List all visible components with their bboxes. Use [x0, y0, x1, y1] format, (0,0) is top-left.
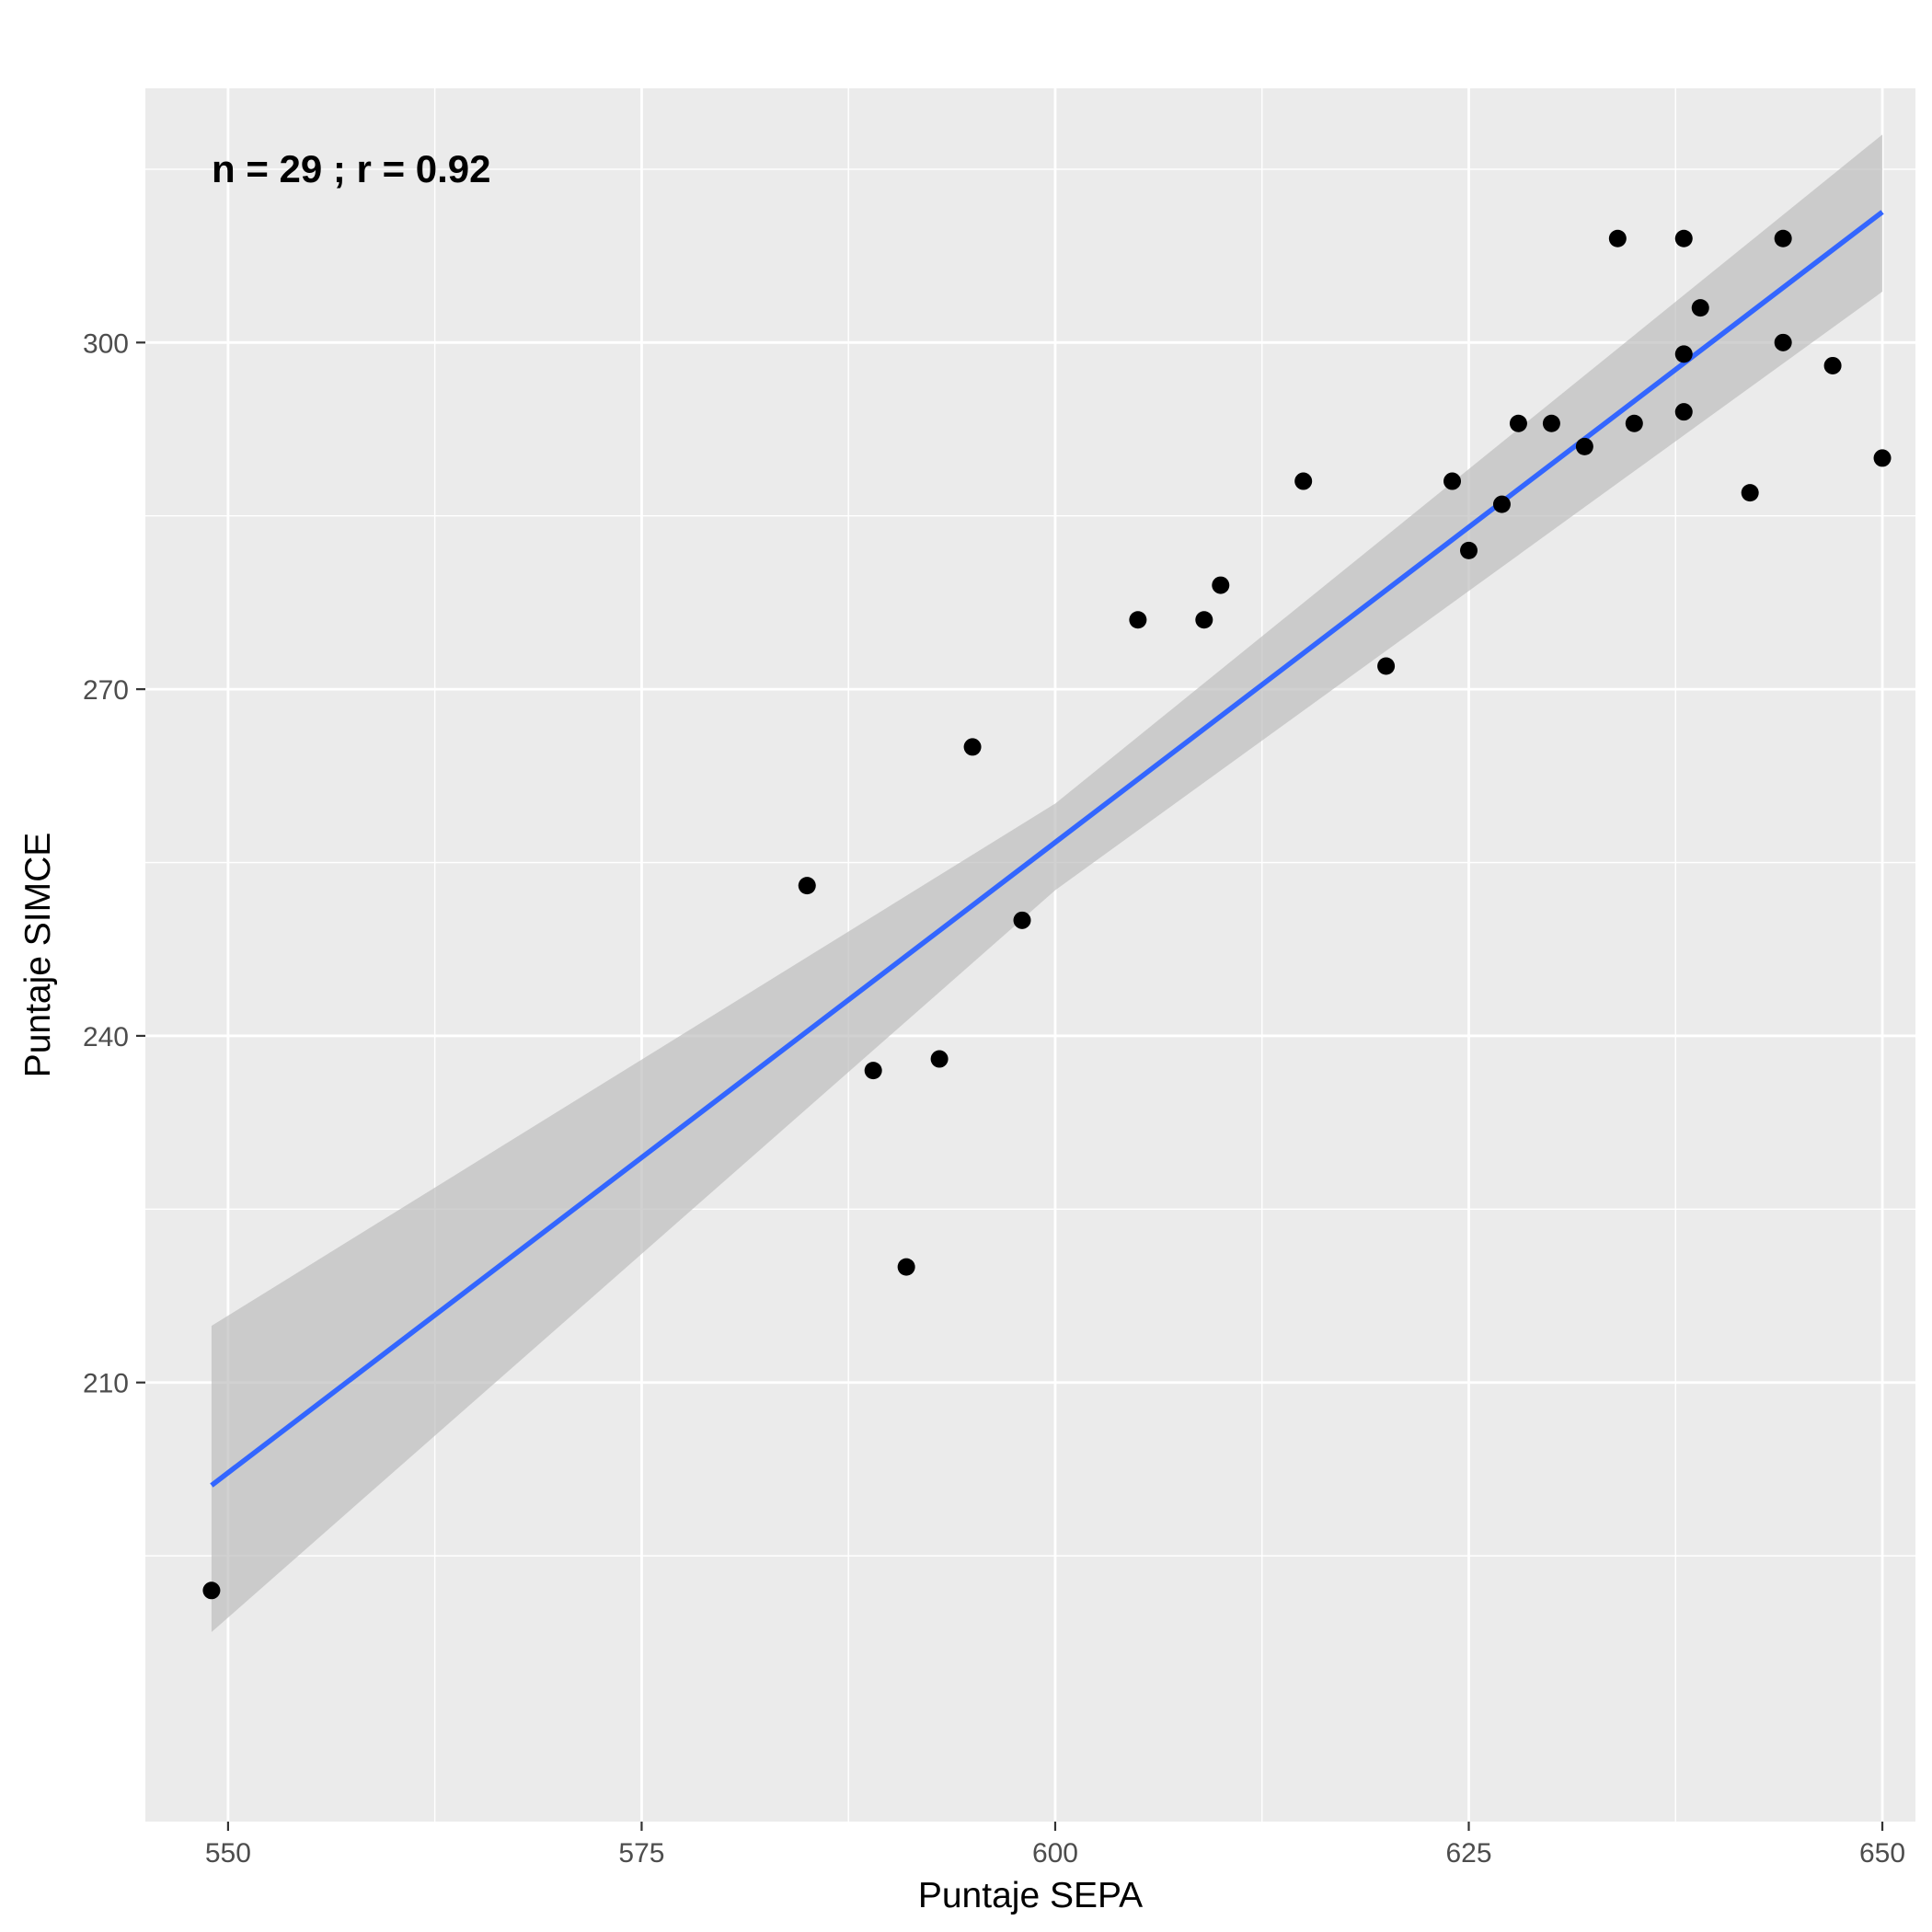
- y-tick-label: 240: [83, 1022, 129, 1052]
- annotation-text: n = 29 ; r = 0.92: [212, 147, 491, 190]
- data-point: [1625, 414, 1643, 432]
- data-point: [1674, 229, 1693, 247]
- data-point: [897, 1258, 915, 1276]
- data-points-layer: [202, 229, 1892, 1600]
- data-point: [1674, 403, 1693, 421]
- data-point: [1823, 356, 1842, 374]
- x-tick-label: 650: [1859, 1838, 1905, 1869]
- data-point: [1741, 484, 1759, 502]
- data-point: [1873, 449, 1892, 467]
- data-point: [963, 738, 982, 756]
- confidence-band: [211, 134, 1883, 1633]
- y-tick-label: 210: [83, 1369, 129, 1399]
- y-tick-label: 270: [83, 675, 129, 706]
- data-point: [1195, 611, 1213, 629]
- data-point: [1509, 414, 1527, 432]
- data-point: [1129, 611, 1147, 629]
- data-point: [798, 877, 816, 895]
- data-point: [930, 1050, 949, 1068]
- data-point: [1608, 229, 1627, 247]
- x-tick-label: 575: [618, 1838, 664, 1869]
- data-point: [1212, 576, 1230, 594]
- x-tick-label: 600: [1032, 1838, 1078, 1869]
- data-point: [1443, 472, 1462, 490]
- x-tick-label: 550: [205, 1838, 251, 1869]
- y-axis-title: Puntaje SIMCE: [18, 833, 58, 1078]
- data-point: [202, 1581, 221, 1600]
- y-tick-label: 300: [83, 328, 129, 359]
- data-point: [1377, 657, 1396, 675]
- fit-line-layer: [210, 210, 1884, 1488]
- fit-line: [210, 210, 1884, 1488]
- x-tick-label: 625: [1445, 1838, 1491, 1869]
- data-point: [1774, 229, 1792, 247]
- data-point: [1691, 299, 1709, 317]
- data-point: [1013, 911, 1031, 929]
- y-axis-ticks: 210 240 270 300: [83, 328, 145, 1399]
- data-point: [1674, 345, 1693, 363]
- confidence-band-layer: [211, 134, 1883, 1633]
- x-axis-ticks: 550 575 600 625 650: [205, 1822, 1905, 1869]
- data-point: [1460, 541, 1478, 559]
- x-axis-title: Puntaje SEPA: [918, 1876, 1143, 1915]
- data-point: [1575, 437, 1593, 455]
- data-point: [1542, 414, 1560, 432]
- data-point: [1774, 333, 1792, 351]
- data-point: [1492, 495, 1511, 513]
- data-point: [864, 1062, 882, 1080]
- data-point: [1294, 472, 1313, 490]
